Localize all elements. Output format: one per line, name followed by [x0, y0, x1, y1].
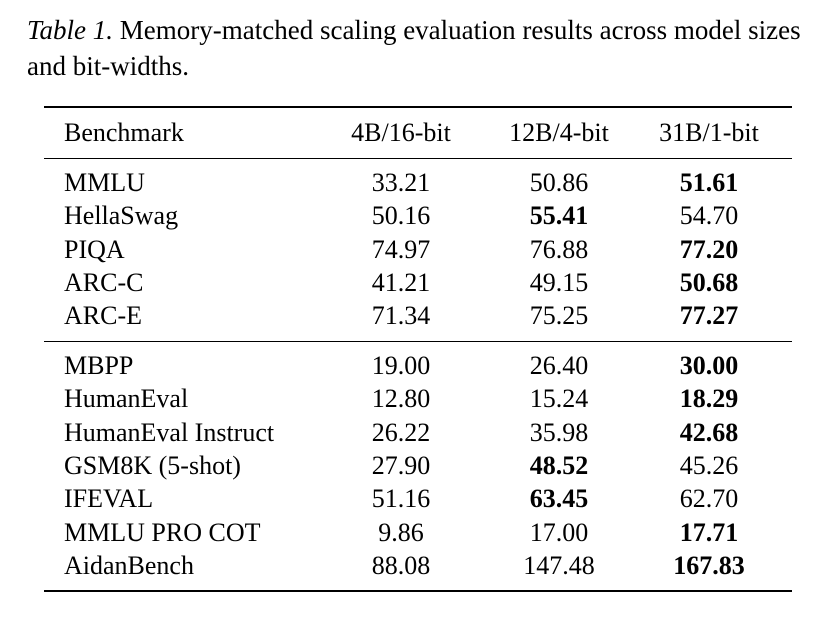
table-row: MMLU 33.21 50.86 51.61 — [44, 166, 792, 199]
best-score-cell: 42.68 — [679, 417, 739, 447]
table-row: ARC-C 41.21 49.15 50.68 — [44, 266, 792, 299]
benchmark-name: HumanEval Instruct — [64, 417, 275, 447]
table-row: GSM8K (5-shot) 27.90 48.52 45.26 — [44, 449, 792, 482]
score-cell: 88.08 — [371, 550, 431, 580]
score-cell: 17.00 — [529, 517, 589, 547]
score-cell: 27.90 — [371, 450, 431, 480]
score-cell: 71.34 — [371, 301, 431, 331]
best-score-cell: 17.71 — [679, 517, 739, 547]
benchmark-name: AidanBench — [64, 550, 194, 580]
best-score-cell: 77.20 — [679, 234, 739, 264]
score-cell: 50.86 — [529, 168, 589, 197]
top-rule — [44, 106, 792, 108]
bottom-rule — [44, 590, 792, 592]
score-cell: 74.97 — [371, 234, 431, 264]
best-score-cell: 167.83 — [673, 550, 745, 580]
score-cell: 62.70 — [679, 484, 739, 514]
score-cell: 51.16 — [371, 484, 431, 514]
caption-text: Memory-matched scaling evaluation result… — [27, 15, 801, 81]
best-score-cell: 77.27 — [679, 301, 739, 331]
best-score-cell: 51.61 — [679, 168, 739, 197]
table-row: HellaSwag 50.16 55.41 54.70 — [44, 199, 792, 232]
best-score-cell: 30.00 — [679, 351, 739, 380]
benchmark-name: HellaSwag — [64, 201, 179, 231]
benchmark-name: PIQA — [64, 234, 125, 264]
score-cell: 147.48 — [523, 550, 595, 580]
score-cell: 75.25 — [529, 301, 589, 331]
benchmark-name: HumanEval — [64, 384, 189, 414]
benchmark-name: MBPP — [64, 351, 134, 380]
best-score-cell: 48.52 — [529, 450, 589, 480]
best-score-cell: 18.29 — [679, 384, 739, 414]
table-row: HumanEval 12.80 15.24 18.29 — [44, 382, 792, 415]
score-cell: 26.22 — [371, 417, 431, 447]
score-cell: 49.15 — [529, 267, 589, 297]
best-score-cell: 55.41 — [529, 201, 589, 231]
header-4b-16bit: 4B/16-bit — [351, 118, 451, 147]
score-cell: 41.21 — [371, 267, 431, 297]
header-12b-4bit: 12B/4-bit — [509, 118, 609, 147]
score-cell: 45.26 — [679, 450, 739, 480]
benchmark-name: MMLU — [64, 168, 145, 197]
table-caption: Table 1. Memory-matched scaling evaluati… — [27, 12, 817, 84]
caption-label: Table 1. — [27, 15, 114, 45]
table-row: PIQA 74.97 76.88 77.20 — [44, 233, 792, 266]
header-benchmark: Benchmark — [64, 118, 184, 147]
score-cell: 19.00 — [371, 351, 431, 380]
score-cell: 54.70 — [679, 201, 739, 231]
score-cell: 35.98 — [529, 417, 589, 447]
table-row: ARC-E 71.34 75.25 77.27 — [44, 299, 792, 332]
benchmark-name: ARC-C — [64, 267, 144, 297]
header-31b-1bit: 31B/1-bit — [659, 118, 759, 147]
benchmark-name: IFEVAL — [64, 484, 154, 514]
benchmark-name: ARC-E — [64, 301, 142, 331]
benchmark-name: MMLU PRO COT — [64, 517, 261, 547]
table-row: IFEVAL 51.16 63.45 62.70 — [44, 482, 792, 515]
score-cell: 50.16 — [371, 201, 431, 231]
best-score-cell: 50.68 — [679, 267, 739, 297]
table-row: MMLU PRO COT 9.86 17.00 17.71 — [44, 516, 792, 549]
score-cell: 33.21 — [371, 168, 431, 197]
header-rule — [44, 158, 792, 159]
table-header-row: Benchmark 4B/16-bit 12B/4-bit 31B/1-bit — [44, 116, 792, 149]
score-cell: 76.88 — [529, 234, 589, 264]
best-score-cell: 63.45 — [529, 484, 589, 514]
table-row: MBPP 19.00 26.40 30.00 — [44, 349, 792, 382]
score-cell: 12.80 — [371, 384, 431, 414]
group-rule — [44, 341, 792, 342]
score-cell: 26.40 — [529, 351, 589, 380]
score-cell: 9.86 — [378, 517, 424, 547]
table-row: AidanBench 88.08 147.48 167.83 — [44, 549, 792, 582]
benchmark-name: GSM8K (5-shot) — [64, 450, 241, 480]
table-row: HumanEval Instruct 26.22 35.98 42.68 — [44, 416, 792, 449]
score-cell: 15.24 — [529, 384, 589, 414]
